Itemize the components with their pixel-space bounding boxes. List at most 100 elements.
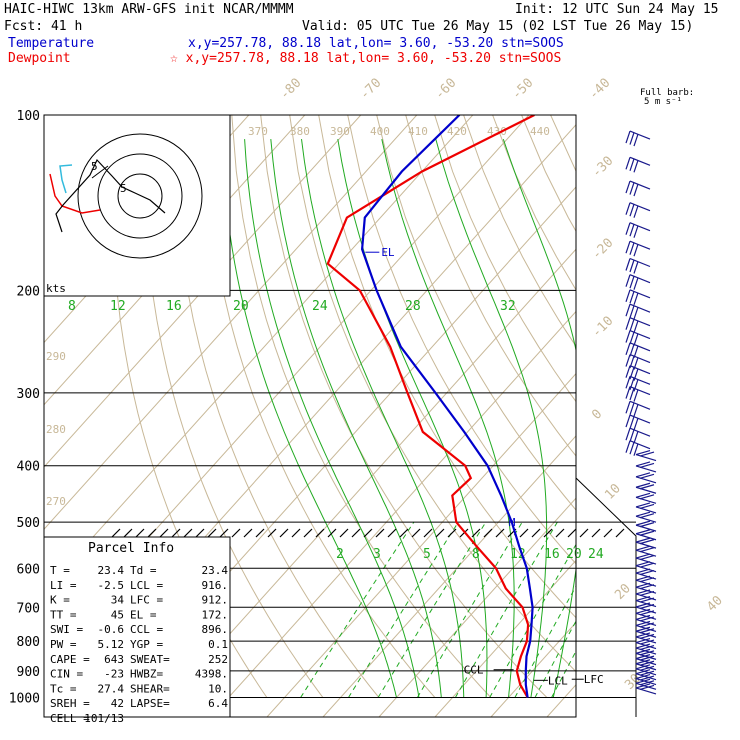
parcel-info-frame xyxy=(43,536,231,718)
moist-adiabat-line xyxy=(643,139,740,697)
wind-barb-shaft xyxy=(629,400,651,410)
init-time: Init: 12 UTC Sun 24 May 15 xyxy=(515,2,719,17)
mixing-ratio-label: 8 xyxy=(472,547,480,562)
parcel-info-cell: LFC = xyxy=(130,594,163,607)
wind-barb-flag xyxy=(635,678,651,684)
pressure-label: 500 xyxy=(17,516,40,531)
wind-barb-flag xyxy=(629,204,635,217)
wind-barb-flag xyxy=(633,431,639,444)
wind-barb-flag xyxy=(639,616,655,622)
parcel-info-cell: 101/13 xyxy=(84,712,124,725)
wind-barb-flag xyxy=(625,330,631,343)
theta-label: 270 xyxy=(46,495,66,508)
valid-time: Valid: 05 UTC Tue 26 May 15 (02 LST Tue … xyxy=(302,19,693,34)
wind-barb-flag xyxy=(639,633,655,640)
parcel-info-cell: SWEAT= xyxy=(130,653,170,666)
wind-barb-flag xyxy=(629,259,635,273)
hatch-mark xyxy=(267,528,277,538)
barb-legend-unit: 5 m s⁻¹ xyxy=(644,97,682,107)
moist-adiabat-line xyxy=(502,138,576,698)
wind-barb-shaft xyxy=(635,506,657,514)
wind-barb-flag xyxy=(639,473,655,479)
hodograph-frame xyxy=(43,114,231,297)
isotherm-label: 40 xyxy=(704,593,726,615)
wind-barb-shaft xyxy=(635,486,657,494)
pressure-label: 200 xyxy=(17,284,40,299)
isotherm-line xyxy=(322,435,576,717)
parcel-info-title: Parcel Info xyxy=(88,541,174,556)
hatch-mark xyxy=(243,528,253,538)
wind-barb-flag xyxy=(625,342,631,356)
wind-barb-flag xyxy=(639,590,655,597)
hatch-mark xyxy=(375,528,385,538)
wind-barb-flag xyxy=(635,683,651,689)
isotherm-label: 0 xyxy=(589,407,605,423)
hatch-mark xyxy=(615,528,625,538)
dry-adiabat-line xyxy=(405,115,576,457)
mixing-ratio-line xyxy=(416,521,523,698)
wind-barb-flag xyxy=(629,319,635,332)
isotherm-line xyxy=(44,115,474,593)
wind-barb-shaft xyxy=(629,427,651,437)
wind-barb-flag xyxy=(639,484,655,490)
dry-adiabat-line xyxy=(202,115,436,698)
hodograph-ring-1 xyxy=(117,173,163,219)
level-mark-label: M xyxy=(509,516,516,529)
pressure-label: 600 xyxy=(17,562,40,577)
wind-barb-flag xyxy=(625,274,631,287)
wind-barb-flag xyxy=(633,261,639,274)
barb-panel-outline xyxy=(575,477,637,717)
isotherm-label: -80 xyxy=(277,76,304,103)
wind-barb-flag xyxy=(625,354,631,367)
wind-barb-shaft xyxy=(635,593,657,601)
hodograph-ring-3 xyxy=(77,133,203,259)
moist-adiabat-line xyxy=(435,138,548,698)
mixing-ratio-label: 20 xyxy=(233,299,249,314)
wind-barb-flag xyxy=(635,669,651,675)
parcel-info-cell: 34 xyxy=(111,594,125,607)
parcel-info-cell: -0.6 xyxy=(98,623,125,636)
wind-barb-flag xyxy=(639,660,655,666)
temperature-label: Temperature xyxy=(8,36,94,51)
wind-barb-shaft xyxy=(629,274,651,284)
wind-barb-flag xyxy=(639,644,655,651)
wind-barb-flag xyxy=(635,482,651,488)
hatch-mark xyxy=(387,528,397,538)
wind-barb-flag xyxy=(625,289,631,303)
parcel-info-cell: -23 xyxy=(104,668,124,681)
wind-barb-shaft xyxy=(629,375,651,385)
hodograph-ring-label-2: 5 xyxy=(120,182,127,195)
wind-barb-flag xyxy=(635,575,651,581)
wind-barb-flag xyxy=(639,503,655,509)
theta-label: 400 xyxy=(370,125,390,138)
wind-barb-flag xyxy=(635,461,651,467)
parcel-info-cell: 4398. xyxy=(195,668,228,681)
wind-barb-flag xyxy=(625,414,631,428)
wind-barb-flag xyxy=(639,655,655,661)
wind-barb-flag xyxy=(635,511,651,517)
dry-adiabat-line xyxy=(173,115,380,698)
wind-barb-flag xyxy=(625,222,631,235)
wind-barb-flag xyxy=(625,428,631,441)
mixing-ratio-label: 12 xyxy=(110,299,126,314)
parcel-info-cell: SREH = xyxy=(50,697,90,710)
wind-barb-shaft xyxy=(635,673,657,681)
wind-barb-flag xyxy=(639,684,655,691)
wind-barb-flag xyxy=(633,244,639,257)
pressure-label: 700 xyxy=(17,601,40,616)
wind-barb-flag xyxy=(629,242,635,255)
wind-barb-flag xyxy=(629,429,635,442)
wind-barb-shaft xyxy=(629,180,651,190)
wind-barb-flag xyxy=(629,275,635,289)
wind-barb-flag xyxy=(635,545,651,551)
wind-barb-flag xyxy=(635,529,651,535)
wind-barb-flag xyxy=(635,520,651,526)
wind-barb-flag xyxy=(633,320,639,333)
isotherm-line xyxy=(0,115,25,717)
wind-barb-shaft xyxy=(629,202,651,212)
level-mark-label: EL xyxy=(381,246,395,259)
parcel-info-cell: 5.12 xyxy=(98,638,125,651)
parcel-info-cell: CIN = xyxy=(50,668,83,681)
isotherm-label: -40 xyxy=(586,76,613,103)
